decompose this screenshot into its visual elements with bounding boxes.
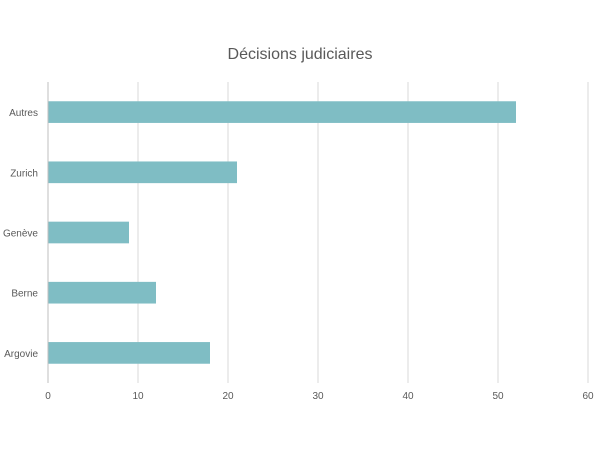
- y-tick-label: Zurich: [10, 168, 38, 179]
- bar-berne: [48, 281, 156, 304]
- tick-labels: 0 10 20 30 40 50 60 Autres Zurich Genève Berne Argo…: [3, 108, 594, 402]
- y-tick-label: Argovie: [4, 349, 38, 360]
- gridlines: [137, 82, 589, 383]
- x-tick-label: 50: [492, 391, 504, 402]
- bar-argovie: [48, 342, 210, 364]
- bar-genève: [48, 221, 129, 244]
- y-tick-label: Berne: [11, 289, 38, 300]
- bar-autres: [48, 101, 516, 123]
- x-tick-label: 40: [402, 391, 414, 402]
- x-tick-label: 60: [582, 391, 594, 402]
- bar-zurich: [48, 161, 237, 184]
- x-tick-label: 0: [45, 391, 51, 402]
- y-tick-label: Genève: [3, 229, 38, 240]
- bars: [48, 101, 516, 364]
- chart-title: Décisions judiciaires: [227, 46, 373, 63]
- y-tick-label: Autres: [9, 108, 38, 119]
- x-tick-label: 20: [222, 391, 234, 402]
- x-tick-label: 10: [132, 391, 144, 402]
- x-tick-label: 30: [312, 391, 324, 402]
